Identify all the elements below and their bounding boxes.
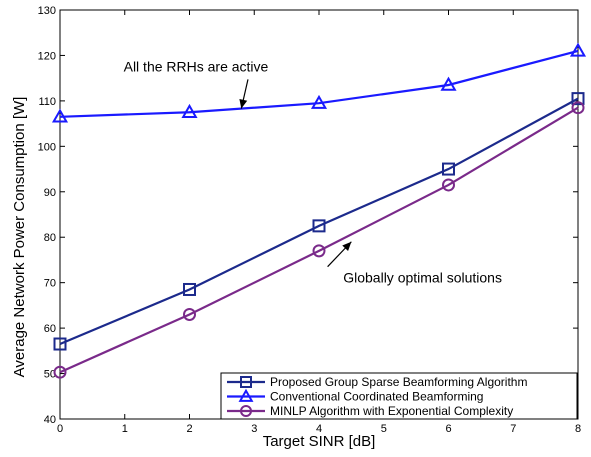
annotation-arrow-head	[239, 98, 248, 109]
legend-marker	[240, 405, 252, 417]
series-1	[51, 42, 587, 123]
x-tick-label: 7	[510, 423, 516, 435]
x-tick-label: 2	[186, 423, 192, 435]
legend-label: Proposed Group Sparse Beamforming Algori…	[270, 375, 527, 389]
series-1-point	[310, 94, 328, 109]
legend-label: MINLP Algorithm with Exponential Complex…	[270, 404, 513, 418]
x-tick-label: 3	[251, 423, 257, 435]
x-tick-label: 0	[57, 423, 63, 435]
annotation-text: Globally optimal solutions	[343, 270, 502, 286]
series-line-1	[59, 49, 579, 118]
y-tick-label: 130	[38, 5, 56, 17]
y-tick-label: 70	[44, 278, 56, 290]
plot-frame	[59, 9, 579, 420]
y-tick-label: 90	[44, 187, 56, 199]
series-2-point	[53, 365, 67, 379]
series-0-point	[312, 219, 326, 233]
x-tick-label: 8	[575, 423, 581, 435]
series-2-point	[183, 307, 196, 321]
series-0	[53, 92, 585, 351]
y-tick-label: 100	[38, 141, 56, 153]
y-tick-label: 110	[38, 96, 56, 108]
x-tick-label: 4	[316, 423, 322, 435]
series-2-point	[312, 244, 326, 258]
annotation-1: Globally optimal solutions	[327, 241, 502, 286]
x-axis-label: Target SINR [dB]	[263, 433, 376, 450]
annotation-arrow-head	[342, 241, 352, 252]
annotation-text: All the RRHs are active	[124, 58, 269, 74]
series-0-point	[571, 92, 585, 106]
series-0-point	[183, 282, 196, 296]
legend-box	[220, 372, 578, 420]
annotation-layer: All the RRHs are active Globally optimal …	[124, 58, 502, 285]
series-2-point	[442, 178, 455, 192]
legend-entry-1: Conventional Coordinated Beamforming	[227, 388, 483, 404]
y-tick-label: 80	[44, 232, 56, 244]
legend-entry-2: MINLP Algorithm with Exponential Complex…	[227, 404, 513, 418]
y-tick-label: 120	[38, 50, 56, 62]
series-layer	[51, 42, 587, 379]
annotation-0: All the RRHs are active	[124, 58, 269, 109]
series-1-point	[569, 42, 587, 57]
y-tick-label: 60	[44, 323, 56, 335]
series-1-point	[440, 76, 457, 91]
legend-marker	[238, 388, 254, 402]
legend-entry-0: Proposed Group Sparse Beamforming Algori…	[227, 375, 527, 389]
series-0-point	[442, 162, 455, 176]
y-axis-label: Average Network Power Consumption [W]	[11, 97, 28, 378]
series-1-point	[51, 108, 69, 123]
series-2-point	[571, 101, 585, 115]
series-line-0	[59, 97, 579, 346]
ticks: 0 1 2 3 4 5 6 7 8 40 50 60 70 80 90 100 110 120 130	[38, 5, 581, 435]
y-tick-label: 50	[44, 369, 56, 381]
x-tick-label: 5	[381, 423, 387, 435]
x-tick-label: 6	[445, 423, 451, 435]
series-0-point	[53, 337, 67, 351]
series-line-2	[59, 106, 579, 374]
x-tick-label: 1	[122, 423, 128, 435]
y-tick-label: 40	[44, 414, 56, 426]
legend-label: Conventional Coordinated Beamforming	[270, 390, 483, 404]
series-1-point	[181, 103, 198, 118]
series-2	[53, 101, 585, 379]
legend: Proposed Group Sparse Beamforming Algori…	[220, 372, 578, 420]
plot-area	[59, 9, 579, 420]
legend-marker	[240, 376, 252, 388]
